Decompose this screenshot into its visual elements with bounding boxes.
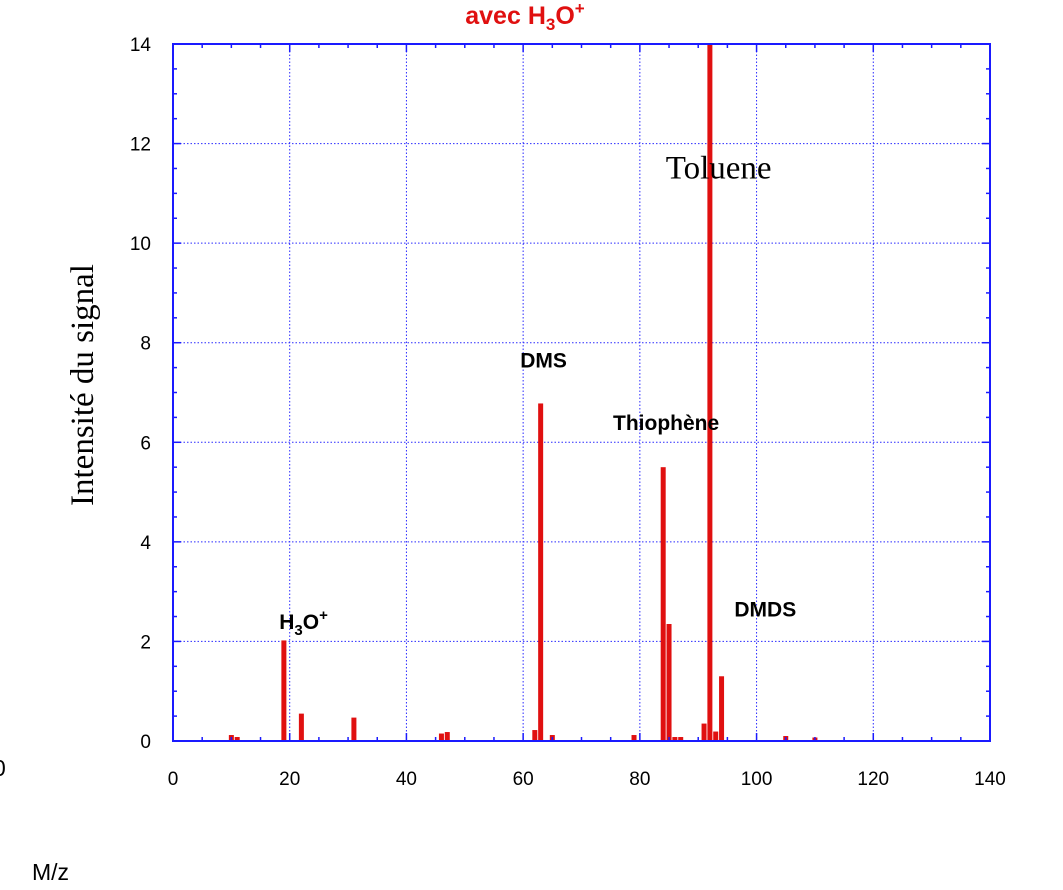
annotation-label: DMDS [734,599,796,622]
bar [701,723,707,741]
annotations: DMS Thiophène Toluene DMDS [520,150,796,621]
bar [351,717,357,741]
stray-label: 0 [0,755,6,781]
title-rest: O [555,2,574,30]
x-tick-label: 100 [741,769,773,790]
x-tick-label: 0 [168,769,179,790]
y-tick-label: 0 [140,732,151,753]
bar [678,737,684,741]
bar [234,737,240,741]
tick-labels: 0 20 40 60 80 100 120 140 0 2 4 6 8 10 12 14 [130,35,1006,790]
y-tick-label: 6 [140,433,151,454]
annotation-label: Thiophène [613,412,719,435]
x-tick-label: 140 [974,769,1006,790]
y-tick-label: 8 [140,334,151,355]
title-main: H [528,2,546,30]
bar [672,737,678,741]
tick-marks [172,43,991,742]
h3o-rest: O [303,611,319,634]
h3o-main: H [279,611,294,634]
annotation-h3o: H3O+ [279,607,328,639]
bar [298,713,304,741]
y-axis-label: Intensité du signal [65,264,101,506]
x-tick-label: 120 [857,769,889,790]
title-sub: 3 [546,15,555,34]
y-tick-label: 10 [130,234,151,255]
x-axis-label: M/z [32,859,69,885]
bar [666,624,672,741]
bar [713,731,719,741]
bar [660,467,666,741]
bar [281,640,287,741]
y-tick-label: 12 [130,135,151,156]
annotation-label: DMS [520,350,567,373]
bar [438,733,444,741]
y-tick-label: 2 [140,632,151,653]
x-tick-label: 20 [279,769,300,790]
y-tick-label: 4 [140,533,151,554]
y-tick-label: 14 [130,35,152,56]
bar [631,735,637,741]
x-tick-label: 40 [396,769,417,790]
bar [444,732,450,741]
title-sup: + [575,0,585,18]
title-prefix: avec [465,2,528,30]
bar [707,44,713,741]
x-tick-label: 60 [513,769,534,790]
bar [532,730,538,741]
grid-lines [173,44,990,741]
bar [538,403,544,741]
x-tick-label: 80 [629,769,650,790]
bar [719,676,725,741]
annotation-label: Toluene [666,150,772,186]
h3o-sup: + [319,607,328,624]
h3o-sub: 3 [294,622,302,639]
chart-title: avec H3O+ [465,0,585,34]
